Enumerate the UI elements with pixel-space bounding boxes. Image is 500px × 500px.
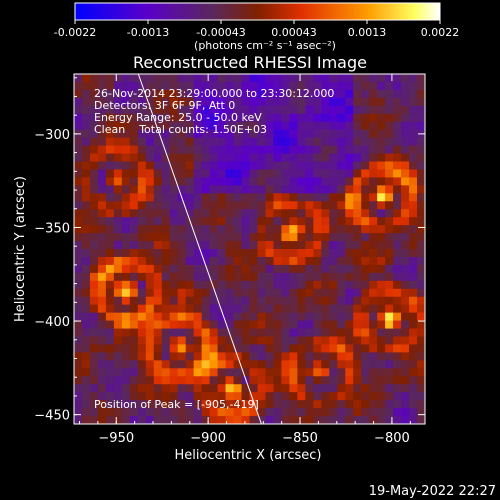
x-tick-label: −850: [282, 431, 318, 446]
y-axis-ticks: −300 −350 −400 −450: [34, 77, 425, 424]
footer-date: 19-May-2022 22:27: [369, 484, 496, 499]
y-tick-label: −450: [34, 409, 70, 424]
y-tick-label: −400: [34, 315, 70, 330]
heatmap-image: [74, 74, 425, 424]
colorbar-unit-label: (photons cm⁻² s⁻¹ asec⁻²): [194, 39, 336, 52]
x-tick-label: −800: [374, 431, 410, 446]
colorbar-tick-label: -0.0013: [127, 26, 169, 39]
colorbar-tick-label: 0.0022: [421, 26, 460, 39]
plot-title: Reconstructed RHESSI Image: [133, 53, 367, 72]
y-tick-label: −300: [34, 128, 70, 143]
colorbar-tick-label: 0.00043: [271, 26, 317, 39]
colorbar-tick-label: 0.0013: [348, 26, 387, 39]
x-axis-ticks: −950 −900 −850 −800: [79, 74, 411, 446]
x-tick-label: −900: [190, 431, 226, 446]
y-tick-label: −350: [34, 221, 70, 236]
colorbar-tick-label: -0.00043: [196, 26, 245, 39]
info-line: Clean Total counts: 1.50E+03: [94, 123, 267, 136]
info-line: 26-Nov-2014 23:29:00.000 to 23:30:12.000: [94, 87, 334, 100]
y-axis-title: Heliocentric Y (arcsec): [13, 176, 28, 322]
peak-position-label: Position of Peak = [-905,-419]: [94, 398, 259, 411]
solar-limb-line: [137, 73, 262, 425]
x-tick-label: −950: [98, 431, 134, 446]
colorbar-tick-label: -0.0022: [54, 26, 96, 39]
x-axis-title: Heliocentric X (arcsec): [175, 448, 322, 463]
info-line: Detectors: 3F 6F 9F, Att 0: [94, 99, 235, 112]
colorbar: [74, 2, 441, 21]
plot-frame: [73, 73, 426, 425]
info-line: Energy Range: 25.0 - 50.0 keV: [94, 111, 262, 124]
colorbar-ticks: [74, 20, 441, 24]
